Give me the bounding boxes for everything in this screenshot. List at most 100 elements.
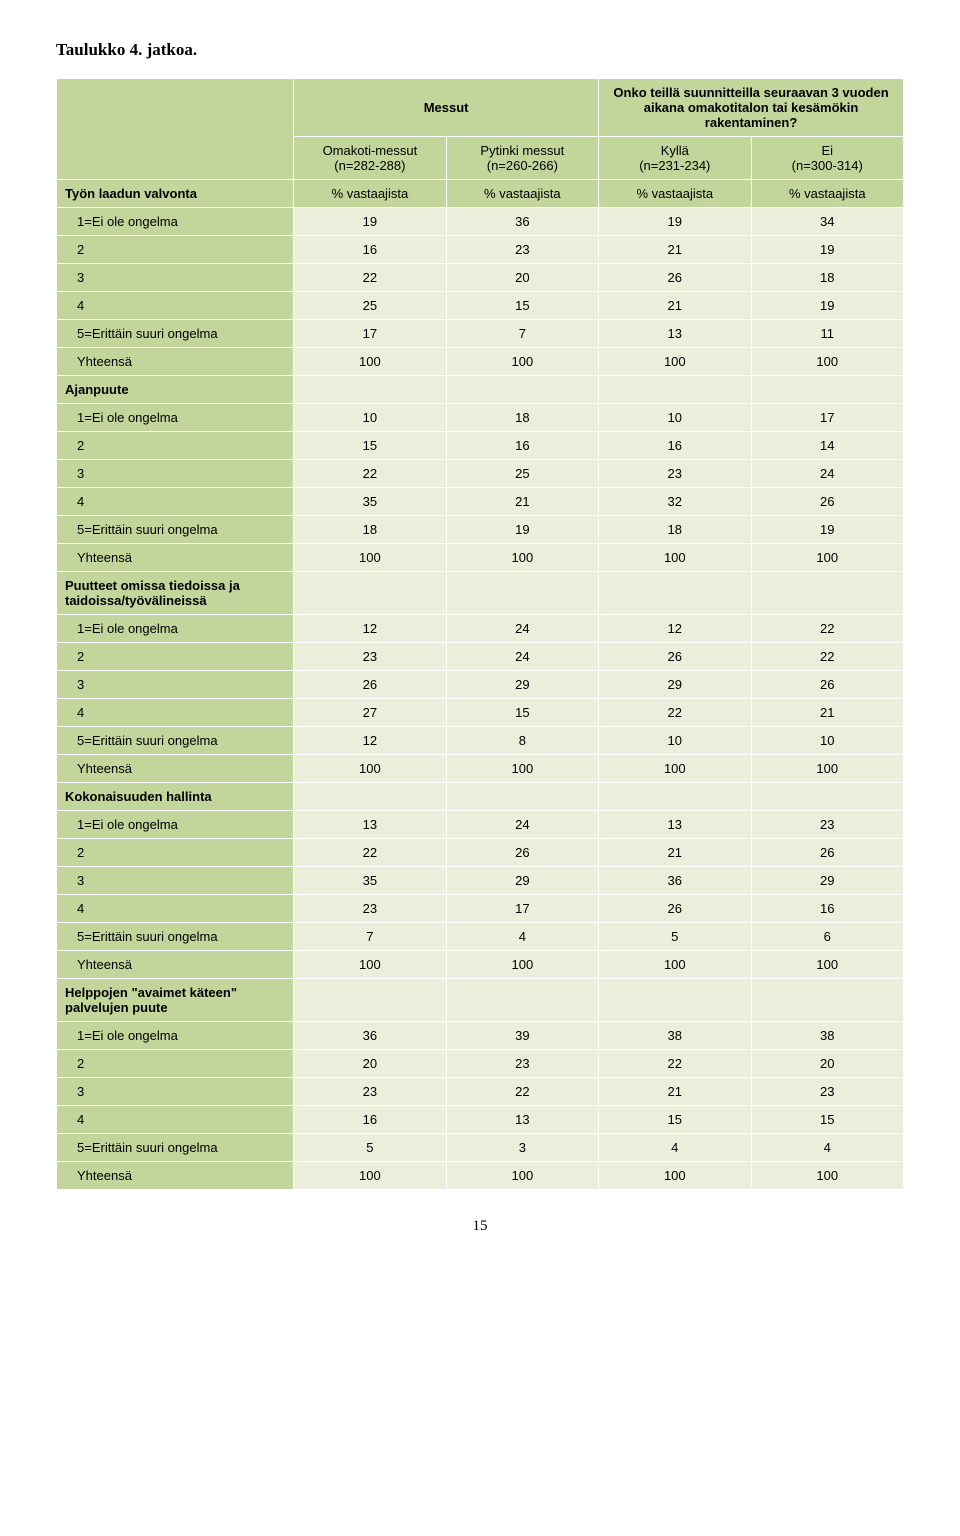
data-cell: 32 — [599, 488, 751, 516]
data-cell: 5 — [294, 1134, 446, 1162]
section-blank-cell — [751, 376, 903, 404]
data-cell: 35 — [294, 867, 446, 895]
row-label: 2 — [57, 432, 294, 460]
section-blank-cell — [294, 979, 446, 1022]
data-cell: 22 — [446, 1078, 598, 1106]
section-row: Puutteet omissa tiedoissa ja taidoissa/t… — [57, 572, 904, 615]
data-cell: 12 — [294, 615, 446, 643]
data-cell: 23 — [751, 1078, 903, 1106]
data-cell: 12 — [599, 615, 751, 643]
data-cell: 18 — [751, 264, 903, 292]
data-cell: 100 — [599, 1162, 751, 1190]
data-cell: 24 — [751, 460, 903, 488]
row-label: 4 — [57, 895, 294, 923]
data-cell: 26 — [446, 839, 598, 867]
table-row: 5=Erittäin suuri ongelma1771311 — [57, 320, 904, 348]
data-cell: 5 — [599, 923, 751, 951]
data-cell: 100 — [294, 348, 446, 376]
table-row: 215161614 — [57, 432, 904, 460]
data-cell: 20 — [294, 1050, 446, 1078]
data-cell: 19 — [751, 236, 903, 264]
data-cell: 23 — [751, 811, 903, 839]
data-cell: 26 — [751, 488, 903, 516]
data-cell: 23 — [446, 1050, 598, 1078]
row-label: 4 — [57, 1106, 294, 1134]
data-cell: 21 — [599, 292, 751, 320]
section-blank-cell — [294, 572, 446, 615]
data-cell: 100 — [599, 544, 751, 572]
data-cell: 10 — [294, 404, 446, 432]
row-label: 2 — [57, 1050, 294, 1078]
data-cell: 17 — [751, 404, 903, 432]
header-col-1-n: (n=282-288) — [334, 158, 405, 173]
data-cell: 26 — [599, 895, 751, 923]
section-blank-cell — [446, 572, 598, 615]
data-cell: 36 — [599, 867, 751, 895]
data-cell: 100 — [446, 348, 598, 376]
section-name: Kokonaisuuden hallinta — [57, 783, 294, 811]
row-label: 1=Ei ole ongelma — [57, 208, 294, 236]
data-cell: 100 — [751, 951, 903, 979]
table-row: 220232220 — [57, 1050, 904, 1078]
table-row: 335293629 — [57, 867, 904, 895]
table-row: 1=Ei ole ongelma13241323 — [57, 811, 904, 839]
data-cell: 13 — [446, 1106, 598, 1134]
data-cell: 29 — [446, 867, 598, 895]
data-cell: 11 — [751, 320, 903, 348]
data-cell: 100 — [599, 755, 751, 783]
section-row: Ajanpuute — [57, 376, 904, 404]
data-cell: 26 — [294, 671, 446, 699]
data-cell: 23 — [294, 895, 446, 923]
data-cell: 16 — [751, 895, 903, 923]
row-label: 3 — [57, 867, 294, 895]
row-label: 1=Ei ole ongelma — [57, 1022, 294, 1050]
row-label: 5=Erittäin suuri ongelma — [57, 516, 294, 544]
data-cell: 7 — [446, 320, 598, 348]
table-row: 326292926 — [57, 671, 904, 699]
data-cell: 29 — [599, 671, 751, 699]
data-cell: 22 — [599, 1050, 751, 1078]
header-group-plan: Onko teillä suunnitteilla seuraavan 3 vu… — [599, 79, 904, 137]
row-label: 1=Ei ole ongelma — [57, 615, 294, 643]
data-cell: 26 — [751, 671, 903, 699]
data-cell: 100 — [446, 951, 598, 979]
data-cell: 36 — [446, 208, 598, 236]
data-cell: 19 — [294, 208, 446, 236]
row-label: Yhteensä — [57, 1162, 294, 1190]
data-cell: 20 — [751, 1050, 903, 1078]
row-label: Yhteensä — [57, 755, 294, 783]
data-cell: 21 — [599, 236, 751, 264]
table-row: 216232119 — [57, 236, 904, 264]
data-cell: 21 — [599, 1078, 751, 1106]
data-table: Messut Onko teillä suunnitteilla seuraav… — [56, 78, 904, 1190]
table-row: 1=Ei ole ongelma12241222 — [57, 615, 904, 643]
section-name: Helppojen "avaimet käteen" palvelujen pu… — [57, 979, 294, 1022]
data-cell: 7 — [294, 923, 446, 951]
data-cell: 4 — [599, 1134, 751, 1162]
data-cell: 22 — [751, 615, 903, 643]
data-cell: 100 — [446, 1162, 598, 1190]
table-row: 427152221 — [57, 699, 904, 727]
data-cell: 100 — [446, 544, 598, 572]
table-row: 425152119 — [57, 292, 904, 320]
table-row: 322252324 — [57, 460, 904, 488]
header-blank — [57, 79, 294, 180]
data-cell: 15 — [446, 699, 598, 727]
data-cell: 24 — [446, 615, 598, 643]
row-label: 5=Erittäin suuri ongelma — [57, 320, 294, 348]
data-cell: 21 — [446, 488, 598, 516]
data-cell: 25 — [446, 460, 598, 488]
row-label: 4 — [57, 488, 294, 516]
data-cell: 4 — [751, 1134, 903, 1162]
section-name: Ajanpuute — [57, 376, 294, 404]
table-row: 1=Ei ole ongelma10181017 — [57, 404, 904, 432]
header-col-3-n: (n=231-234) — [639, 158, 710, 173]
data-cell: 13 — [599, 320, 751, 348]
section-blank-cell — [446, 376, 598, 404]
data-cell: 38 — [599, 1022, 751, 1050]
row-label: 3 — [57, 671, 294, 699]
data-cell: 14 — [751, 432, 903, 460]
data-cell: 39 — [446, 1022, 598, 1050]
page-number: 15 — [56, 1218, 904, 1235]
data-cell: 12 — [294, 727, 446, 755]
